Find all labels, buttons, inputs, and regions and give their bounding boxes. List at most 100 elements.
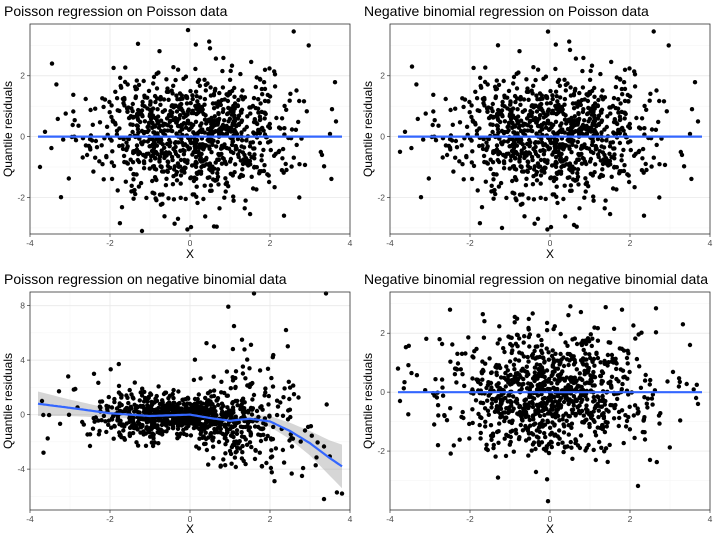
data-point — [106, 422, 111, 427]
x-axis-label-p4: X — [546, 522, 554, 536]
data-point — [104, 403, 109, 409]
data-point — [168, 128, 173, 133]
data-point — [142, 93, 147, 98]
data-point — [642, 395, 647, 400]
data-point — [551, 326, 556, 332]
data-point — [591, 399, 596, 404]
data-point — [178, 148, 183, 153]
data-point — [614, 187, 619, 192]
data-point — [166, 159, 171, 165]
data-point — [532, 348, 537, 354]
data-point — [519, 386, 524, 392]
data-point — [478, 436, 483, 441]
data-point — [555, 381, 560, 386]
data-point — [226, 146, 232, 151]
data-point — [222, 195, 227, 200]
data-point — [494, 86, 500, 92]
data-point — [213, 160, 218, 165]
data-point — [170, 157, 175, 163]
data-point — [488, 370, 494, 376]
points-p4 — [395, 304, 701, 504]
data-point — [482, 319, 487, 324]
x-ticks-p4: -4 -2 0 2 4 — [386, 510, 713, 524]
data-point — [302, 428, 308, 433]
data-point — [236, 97, 241, 103]
data-point — [470, 407, 475, 412]
data-point — [158, 94, 163, 100]
data-point — [267, 66, 272, 71]
data-point — [459, 351, 465, 356]
data-point — [165, 409, 171, 415]
data-point — [185, 227, 190, 232]
data-point — [211, 106, 217, 111]
data-point — [580, 85, 586, 90]
data-point — [519, 416, 525, 422]
data-point — [213, 409, 218, 414]
data-point — [526, 196, 531, 201]
data-point — [579, 399, 584, 405]
data-point — [255, 106, 261, 111]
data-point — [144, 426, 149, 431]
data-point — [568, 304, 573, 309]
data-point — [562, 143, 567, 148]
data-point — [496, 152, 501, 157]
data-point — [171, 65, 176, 70]
data-point — [524, 116, 530, 121]
data-point — [196, 77, 202, 83]
data-point — [204, 420, 209, 425]
data-point — [625, 140, 631, 145]
data-point — [258, 438, 264, 444]
data-point — [654, 142, 659, 148]
data-point — [213, 86, 218, 92]
data-point — [693, 395, 699, 401]
data-point — [265, 172, 270, 177]
data-point — [496, 184, 502, 189]
data-point — [274, 398, 280, 403]
y-axis-label-p3: Quantile residuals — [1, 353, 15, 449]
data-point — [594, 146, 599, 151]
data-point — [569, 117, 574, 123]
data-point — [695, 401, 701, 407]
data-point — [109, 103, 114, 108]
data-point — [150, 443, 156, 449]
data-point — [202, 96, 208, 102]
data-point — [534, 93, 539, 98]
data-point — [285, 344, 290, 349]
data-point — [185, 408, 190, 413]
data-point — [538, 106, 543, 112]
data-point — [203, 82, 208, 88]
data-point — [207, 139, 212, 144]
data-point — [174, 120, 179, 125]
data-point — [188, 433, 194, 438]
data-point — [176, 123, 181, 129]
x-tick-label: 0 — [548, 238, 553, 248]
data-point — [486, 115, 492, 121]
data-point — [287, 396, 292, 402]
data-point — [305, 424, 311, 430]
data-point — [489, 401, 495, 406]
data-point — [101, 177, 106, 182]
data-point — [495, 407, 500, 413]
data-point — [473, 122, 478, 127]
data-point — [203, 395, 208, 401]
data-point — [618, 101, 623, 106]
x-tick-label: 4 — [708, 238, 713, 248]
data-point — [148, 116, 154, 122]
data-point — [594, 131, 600, 137]
data-point — [566, 362, 571, 368]
data-point — [553, 42, 558, 47]
data-point — [243, 376, 248, 381]
data-point — [136, 184, 142, 189]
data-point — [339, 491, 345, 496]
data-point — [192, 131, 197, 137]
data-point — [536, 154, 541, 159]
data-point — [507, 166, 512, 171]
data-point — [239, 110, 244, 115]
data-point — [523, 402, 529, 407]
data-point — [194, 160, 199, 166]
data-point — [627, 427, 633, 432]
data-point — [539, 93, 544, 98]
data-point — [535, 161, 541, 166]
data-point — [606, 380, 611, 386]
data-point — [234, 420, 239, 426]
